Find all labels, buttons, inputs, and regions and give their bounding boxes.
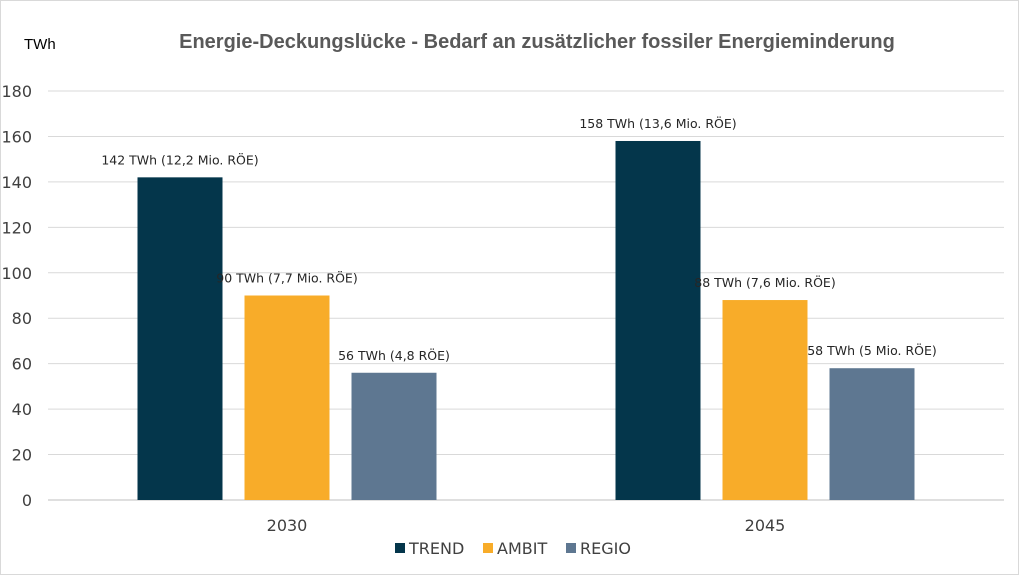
data-label: 158 TWh (13,6 Mio. RÖE) bbox=[579, 115, 736, 131]
data-label: 88 TWh (7,6 Mio. RÖE) bbox=[694, 274, 835, 290]
data-label: 56 TWh (4,8 RÖE) bbox=[338, 347, 450, 363]
legend-label-ambit: AMBIT bbox=[497, 539, 547, 558]
legend-swatch-ambit bbox=[483, 543, 493, 553]
bars bbox=[137, 140, 915, 500]
bar-regio-2030 bbox=[351, 372, 437, 500]
bar-trend-2030 bbox=[137, 177, 223, 500]
y-tick-label: 60 bbox=[12, 355, 32, 374]
bar-trend-2045 bbox=[615, 140, 701, 500]
data-label: 58 TWh (5 Mio. RÖE) bbox=[807, 342, 937, 358]
x-category-label: 2045 bbox=[745, 516, 786, 535]
legend-label-regio: REGIO bbox=[580, 539, 631, 558]
data-label: 142 TWh (12,2 Mio. RÖE) bbox=[101, 151, 258, 167]
y-tick-label: 180 bbox=[1, 82, 32, 101]
y-tick-label: 0 bbox=[22, 491, 32, 510]
y-tick-label: 40 bbox=[12, 400, 32, 419]
legend-label-trend: TREND bbox=[408, 539, 464, 558]
bar-ambit-2045 bbox=[722, 300, 808, 500]
x-category-label: 2030 bbox=[267, 516, 308, 535]
bar-ambit-2030 bbox=[244, 295, 330, 500]
y-tick-label: 160 bbox=[1, 127, 32, 146]
y-tick-label: 100 bbox=[1, 264, 32, 283]
data-label: 90 TWh (7,7 Mio. RÖE) bbox=[216, 270, 357, 286]
chart-title: Energie-Deckungslücke - Bedarf an zusätz… bbox=[179, 31, 895, 53]
y-tick-label: 80 bbox=[12, 309, 32, 328]
legend-swatch-regio bbox=[566, 543, 576, 553]
y-axis-ticks: 0 20 40 60 80 100 120 140 160 180 bbox=[1, 82, 32, 510]
y-axis-unit-label: TWh bbox=[24, 36, 56, 53]
bar-regio-2045 bbox=[829, 368, 915, 500]
data-labels: 142 TWh (12,2 Mio. RÖE) 90 TWh (7,7 Mio. … bbox=[101, 115, 936, 363]
legend-swatch-trend bbox=[395, 543, 405, 553]
x-axis-categories: 2030 2045 bbox=[267, 516, 786, 535]
legend: TREND AMBIT REGIO bbox=[395, 539, 631, 558]
y-tick-label: 120 bbox=[1, 218, 32, 237]
y-tick-label: 20 bbox=[12, 446, 32, 465]
y-tick-label: 140 bbox=[1, 173, 32, 192]
